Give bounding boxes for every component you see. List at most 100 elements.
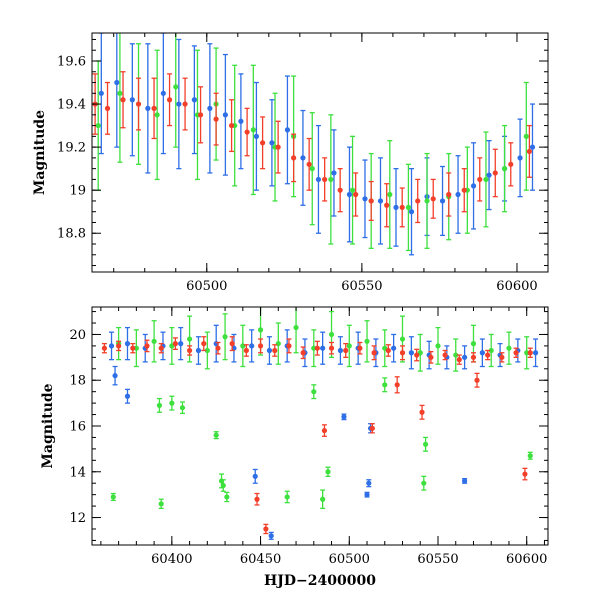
top-panel: 60500 60550 60600 18.8 19 19.2 19.4 19.6 Magnitu… xyxy=(32,32,549,294)
data-point xyxy=(357,345,363,351)
data-point xyxy=(284,127,291,133)
data-point xyxy=(328,345,335,351)
data-point xyxy=(291,155,297,161)
data-point xyxy=(260,140,266,146)
data-point xyxy=(286,343,292,349)
x-tick-label: 60450 xyxy=(240,552,281,567)
data-point xyxy=(169,400,175,406)
data-point xyxy=(387,191,393,198)
data-point xyxy=(158,345,164,351)
data-point xyxy=(201,341,207,347)
y-axis-label: Magnitude xyxy=(32,110,48,195)
data-point xyxy=(408,350,414,356)
y-tick-label: 16 xyxy=(69,420,86,435)
data-point xyxy=(331,170,337,176)
series-2 xyxy=(92,71,532,228)
data-point xyxy=(415,198,421,204)
data-point xyxy=(95,122,101,129)
series-1 xyxy=(110,307,533,510)
data-point xyxy=(337,347,344,354)
data-point xyxy=(377,198,384,204)
y-tick-label: 19.2 xyxy=(57,141,86,156)
data-point xyxy=(300,350,306,356)
data-point xyxy=(257,327,264,333)
data-point xyxy=(421,480,427,486)
data-point xyxy=(151,105,157,111)
data-point xyxy=(371,350,377,356)
x-tick-label: 60400 xyxy=(151,552,192,567)
x-tick-label: 60550 xyxy=(417,552,458,567)
data-point xyxy=(166,97,173,103)
data-point xyxy=(228,122,235,129)
data-point xyxy=(405,204,412,211)
axes: 60500 60550 60600 18.8 19 19.2 19.4 19.6 xyxy=(57,33,549,294)
data-point xyxy=(337,187,343,193)
data-point xyxy=(325,469,331,475)
data-point xyxy=(321,427,328,434)
data-point xyxy=(346,343,352,349)
y-tick-label: 18.8 xyxy=(57,227,86,242)
data-point xyxy=(428,354,434,360)
data-point xyxy=(176,101,182,107)
data-point xyxy=(399,350,406,356)
data-point xyxy=(158,501,164,507)
data-point xyxy=(207,105,213,111)
data-point xyxy=(130,345,136,351)
data-point xyxy=(453,352,459,358)
data-point xyxy=(346,191,353,198)
data-point xyxy=(315,176,322,183)
data-point xyxy=(424,198,430,204)
data-point xyxy=(266,347,273,354)
data-point xyxy=(243,347,249,354)
data-point xyxy=(477,176,483,183)
data-point xyxy=(483,176,489,183)
series-0 xyxy=(108,324,539,540)
data-point xyxy=(526,148,532,155)
data-point xyxy=(470,341,477,347)
data-point xyxy=(320,496,326,502)
data-point xyxy=(341,414,347,420)
data-point xyxy=(145,105,151,111)
data-point xyxy=(462,354,468,360)
data-point xyxy=(112,373,118,379)
data-point xyxy=(220,482,226,489)
series-1 xyxy=(95,33,529,252)
data-point xyxy=(224,494,230,500)
data-point xyxy=(435,343,441,349)
data-point xyxy=(229,341,235,347)
data-point xyxy=(527,350,533,356)
data-point xyxy=(369,425,375,431)
data-point xyxy=(191,97,197,103)
x-tick-label: 60500 xyxy=(329,552,370,567)
data-point xyxy=(222,334,228,340)
data-point xyxy=(311,389,317,395)
data-point xyxy=(523,133,529,139)
data-point xyxy=(382,382,388,388)
data-point xyxy=(408,209,415,215)
data-point xyxy=(343,347,349,354)
data-point xyxy=(238,118,244,124)
x-tick-label: 60500 xyxy=(186,279,227,294)
data-point xyxy=(306,161,312,167)
data-point xyxy=(532,350,539,356)
data-point xyxy=(529,144,536,150)
data-point xyxy=(384,202,390,208)
data-point xyxy=(422,441,429,447)
data-point xyxy=(492,170,498,176)
data-point xyxy=(116,343,122,349)
y-tick-label: 12 xyxy=(69,511,86,526)
data-point xyxy=(399,336,406,342)
data-point xyxy=(252,473,258,479)
data-point xyxy=(320,345,326,351)
data-point xyxy=(499,354,505,360)
data-point xyxy=(506,345,512,351)
data-point xyxy=(117,90,123,96)
data-point xyxy=(254,496,260,502)
data-point xyxy=(439,198,446,204)
data-point xyxy=(120,97,126,103)
data-point xyxy=(309,166,315,172)
data-point xyxy=(160,90,166,96)
data-point xyxy=(240,343,246,349)
